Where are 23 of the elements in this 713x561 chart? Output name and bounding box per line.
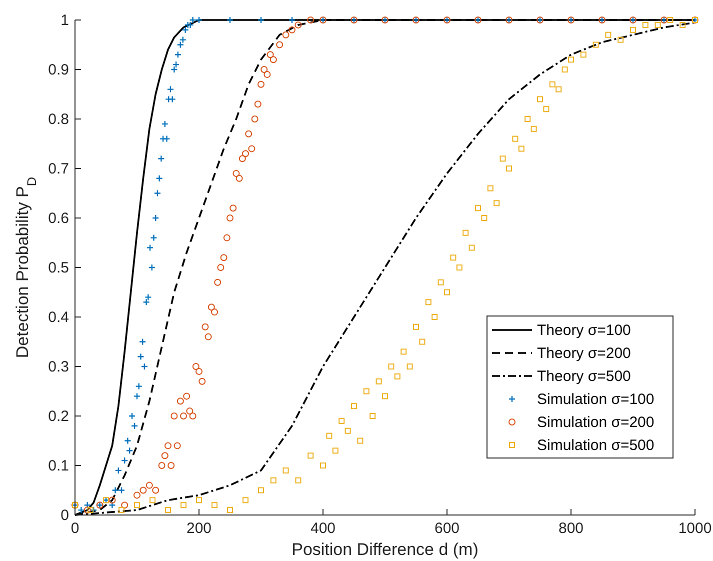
legend-label: Simulation σ=100	[537, 391, 654, 408]
legend-label: Simulation σ=500	[537, 437, 654, 454]
y-tick-label: 0.5	[48, 260, 69, 276]
y-tick-label: 0.1	[48, 458, 69, 474]
x-tick-label: 600	[434, 520, 460, 537]
y-tick-label: 0.2	[48, 408, 69, 425]
x-axis-title: Position Difference d (m)	[292, 540, 478, 559]
legend-label: Simulation σ=200	[537, 414, 654, 431]
y-tick-label: 0.9	[48, 62, 69, 78]
legend-label: Theory σ=200	[537, 345, 631, 362]
y-tick-label: 0.4	[48, 309, 69, 326]
legend-label: Theory σ=100	[537, 322, 631, 339]
y-tick-label: 0	[60, 507, 69, 524]
y-tick-label: 0.7	[48, 160, 69, 178]
y-tick-label: 0.8	[48, 111, 69, 128]
x-tick-label: 200	[186, 520, 212, 537]
y-tick-label: 0.6	[48, 210, 69, 227]
x-tick-label: 800	[558, 520, 584, 537]
x-tick-label: 1000	[678, 520, 712, 537]
y-tick-label: 1	[60, 12, 69, 29]
y-tick-label: 0.3	[48, 358, 69, 376]
x-tick-label: 400	[310, 520, 336, 537]
legend-label: Theory σ=500	[537, 368, 631, 385]
